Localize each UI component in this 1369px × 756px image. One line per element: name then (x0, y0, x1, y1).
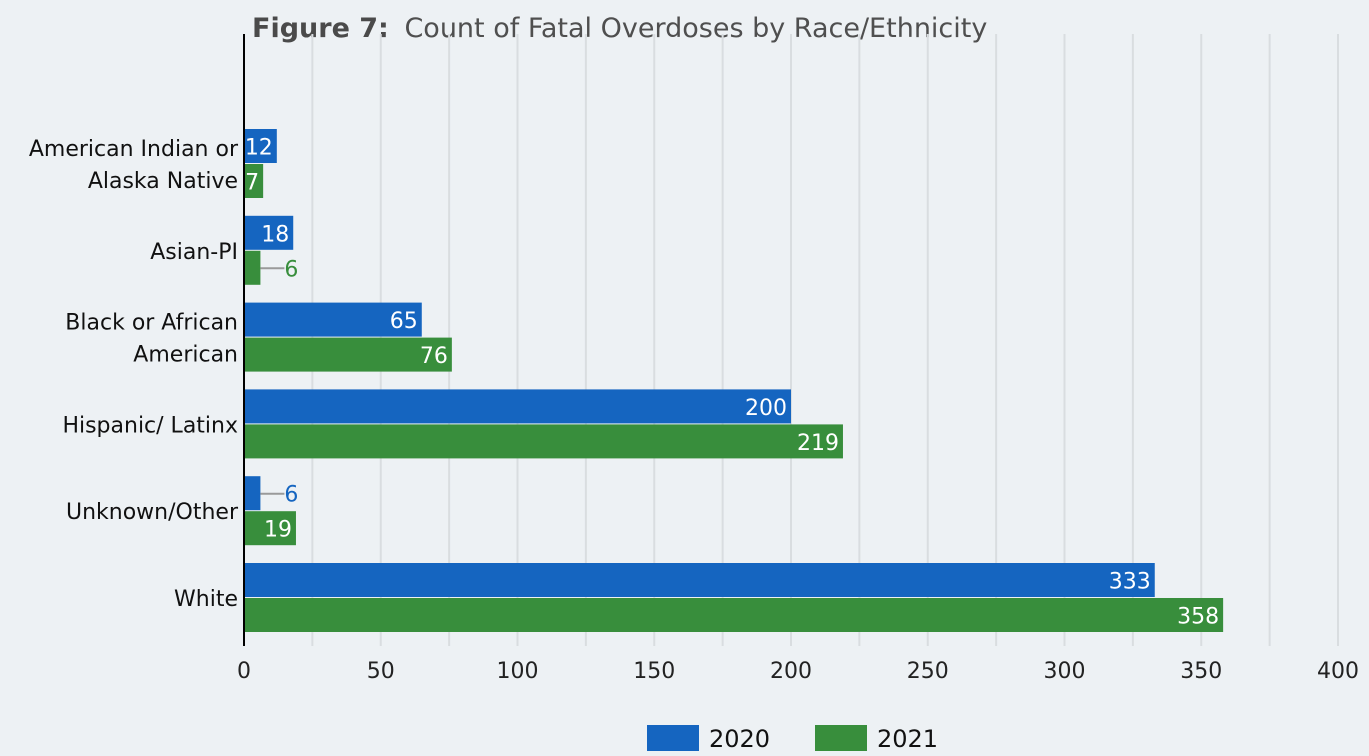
bar-2020 (244, 129, 277, 163)
x-tick-label: 250 (907, 659, 949, 684)
x-tick-label: 50 (367, 659, 395, 684)
data-label-2021: 7 (245, 171, 259, 196)
data-label-2021: 19 (264, 518, 292, 543)
x-tick-label: 150 (633, 659, 675, 684)
data-label-2020: 18 (261, 222, 289, 247)
bar-2021 (244, 598, 1224, 632)
legend-swatch-2020 (647, 725, 699, 751)
category-label: Alaska Native (88, 169, 238, 194)
data-label-2020: 65 (390, 309, 418, 334)
x-axis-ticks: 0 50 100 150 200 250 300 350 400 (237, 659, 1359, 684)
data-label-2020: 12 (245, 136, 273, 161)
legend-swatch-2021 (815, 725, 867, 751)
data-label-2021: 358 (1177, 605, 1219, 630)
data-label-2020: 333 (1109, 570, 1151, 595)
bar-2021 (244, 337, 452, 372)
x-tick-label: 0 (237, 659, 251, 684)
chart-title: Figure 7: Count of Fatal Overdoses by Ra… (252, 13, 987, 44)
data-label-2021: 219 (797, 431, 839, 456)
x-tick-label: 350 (1180, 659, 1222, 684)
category-label: Black or African (65, 311, 238, 336)
bar-2021 (244, 424, 843, 459)
legend: 2020 2021 (647, 725, 938, 753)
bar-2021 (244, 164, 264, 198)
bar-2020 (244, 215, 294, 250)
bar-2021 (244, 250, 261, 285)
data-label-2021: 6 (284, 257, 298, 282)
data-label-2020: 200 (745, 396, 787, 421)
x-tick-label: 400 (1317, 659, 1359, 684)
bar-2020 (244, 563, 1155, 597)
gridlines (311, 34, 1339, 646)
category-label: American Indian or (29, 137, 239, 162)
legend-label-2020: 2020 (709, 725, 770, 753)
chart-title-text: Count of Fatal Overdoses by Race/Ethnici… (404, 13, 987, 44)
bar-2021 (244, 511, 296, 546)
data-label-2020: 6 (284, 483, 298, 508)
bar-2020 (244, 389, 791, 424)
category-labels: American Indian or Alaska Native Asian-PI B… (29, 137, 239, 612)
bars (244, 129, 1224, 632)
category-label: White (174, 587, 238, 612)
bar-2020 (244, 302, 422, 337)
x-tick-label: 100 (497, 659, 539, 684)
category-label: Hispanic/ Latinx (62, 413, 238, 438)
chart-title-prefix: Figure 7: (252, 13, 389, 44)
category-label: Unknown/Other (66, 500, 239, 525)
category-label: American (133, 343, 238, 368)
data-label-2021: 76 (420, 344, 448, 369)
x-tick-label: 200 (770, 659, 812, 684)
legend-label-2021: 2021 (877, 725, 938, 753)
x-tick-label: 300 (1044, 659, 1086, 684)
category-label: Asian-PI (150, 240, 238, 265)
bar-2020 (244, 476, 261, 511)
